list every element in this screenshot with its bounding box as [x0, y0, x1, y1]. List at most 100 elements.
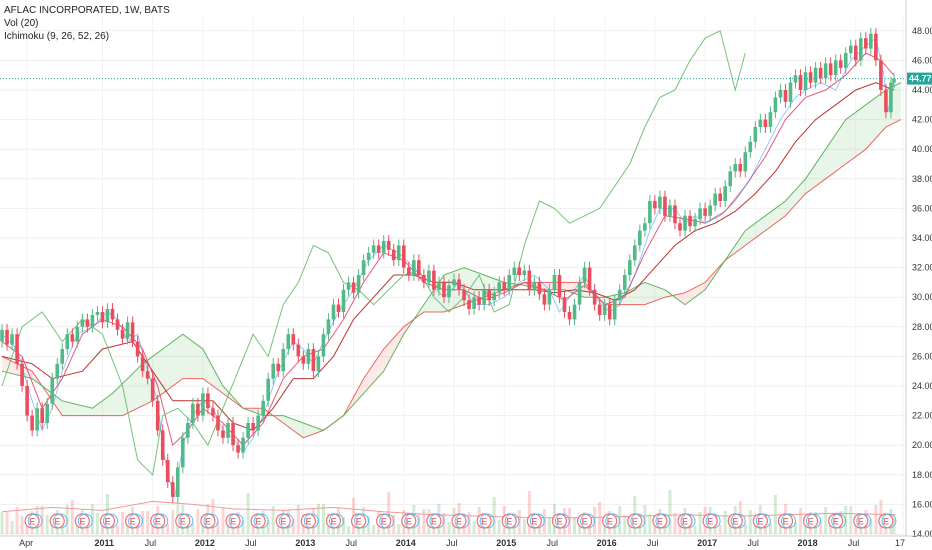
candle-body — [306, 349, 311, 364]
candle-body — [386, 240, 391, 250]
cloud-segment — [640, 283, 643, 305]
volume-bar — [859, 524, 863, 534]
volume-bar — [512, 524, 516, 534]
cloud-segment — [200, 347, 203, 379]
cloud-segment — [212, 367, 215, 388]
earnings-label: E — [79, 517, 85, 527]
cloud-segment — [371, 363, 374, 385]
cloud-segment — [849, 115, 852, 162]
cloud-segment — [648, 283, 651, 304]
dividend-ring — [630, 513, 646, 529]
candle-body — [391, 249, 396, 261]
cloud-segment — [78, 404, 81, 416]
candle-body — [155, 400, 160, 431]
candle-body — [748, 141, 753, 153]
volume-bar — [728, 520, 732, 534]
candle-body — [703, 208, 707, 216]
ichimoku-indicator-label[interactable]: Ichimoku (9, 26, 52, 26) — [4, 31, 110, 42]
cloud-segment — [831, 137, 834, 175]
cloud-segment — [367, 369, 370, 389]
candle-body — [818, 67, 823, 79]
candle-body — [256, 415, 260, 431]
cloud-segment — [703, 282, 706, 292]
earnings-label: E — [732, 517, 738, 527]
cloud-segment — [120, 383, 123, 416]
cloud-segment — [18, 364, 21, 376]
cloud-segment — [845, 118, 848, 164]
dividend-ring — [780, 513, 796, 529]
candle-body — [427, 270, 431, 283]
volume-bar — [799, 508, 803, 534]
candle-body — [165, 460, 170, 483]
candle-body — [241, 437, 245, 453]
candle-body — [191, 403, 195, 423]
volume-bar — [623, 515, 627, 534]
dividend-ring — [655, 513, 671, 529]
cloud-segment — [638, 284, 641, 305]
cloud-segment — [2, 356, 5, 372]
candle-body — [527, 270, 532, 290]
candle-body — [723, 186, 728, 201]
candle-body — [833, 60, 838, 76]
volume-bar — [849, 506, 853, 534]
cloud-segment — [771, 209, 774, 227]
cloud-segment — [685, 291, 688, 305]
x-tick-label: 2016 — [597, 538, 617, 548]
candle-body — [788, 82, 793, 102]
x-tick-label: Jul — [647, 538, 659, 548]
dividend-ring — [77, 513, 93, 529]
cloud-segment — [162, 347, 165, 394]
cloud-segment — [797, 185, 800, 203]
dividend-ring — [102, 513, 118, 529]
cloud-segment — [156, 351, 159, 398]
cloud-segment — [281, 415, 284, 423]
candle-body — [627, 260, 632, 275]
y-tick-label: 36.00 — [912, 203, 932, 213]
cloud-segment — [606, 296, 609, 305]
volume-bar — [417, 514, 421, 534]
volume-indicator-label[interactable]: Vol (20) — [4, 18, 39, 29]
candle-body — [507, 275, 512, 290]
cloud-segment — [658, 287, 661, 300]
cloud-segment — [393, 335, 396, 353]
cloud-segment — [62, 400, 65, 416]
volume-bar — [648, 514, 652, 534]
cloud-segment — [190, 340, 193, 379]
x-tick-label: 2014 — [396, 538, 416, 548]
candle-body — [803, 72, 808, 90]
ichimoku-cloud — [2, 82, 901, 438]
cloud-segment — [654, 286, 657, 301]
cloud-segment — [363, 375, 366, 394]
candle-body — [838, 60, 843, 68]
candle-body — [110, 309, 115, 320]
cloud-segment — [100, 400, 103, 416]
cloud-segment — [128, 375, 131, 413]
cloud-segment — [851, 113, 854, 160]
cloud-segment — [777, 205, 780, 222]
cloud-segment — [4, 357, 7, 373]
cloud-segment — [570, 282, 573, 293]
dividend-ring — [253, 513, 269, 529]
earnings-label: E — [180, 517, 186, 527]
y-tick-label: 32.00 — [912, 263, 932, 273]
candle-body — [467, 300, 471, 310]
earnings-label: E — [406, 517, 412, 527]
dividend-ring — [328, 513, 344, 529]
volume-bar — [166, 524, 170, 534]
cloud-segment — [833, 134, 836, 173]
candle-body — [758, 119, 763, 127]
cloud-segment — [313, 426, 316, 435]
volume-bar — [50, 524, 54, 534]
cloud-segment — [180, 334, 183, 381]
cloud-segment — [255, 408, 258, 414]
cloud-segment — [182, 334, 185, 379]
dividend-ring — [580, 513, 596, 529]
candle-body — [60, 349, 65, 364]
cloud-segment — [855, 110, 858, 157]
cloud-segment — [466, 268, 469, 304]
candle-body — [55, 363, 60, 379]
volume-bar — [387, 492, 391, 534]
earnings-label: E — [356, 517, 362, 527]
